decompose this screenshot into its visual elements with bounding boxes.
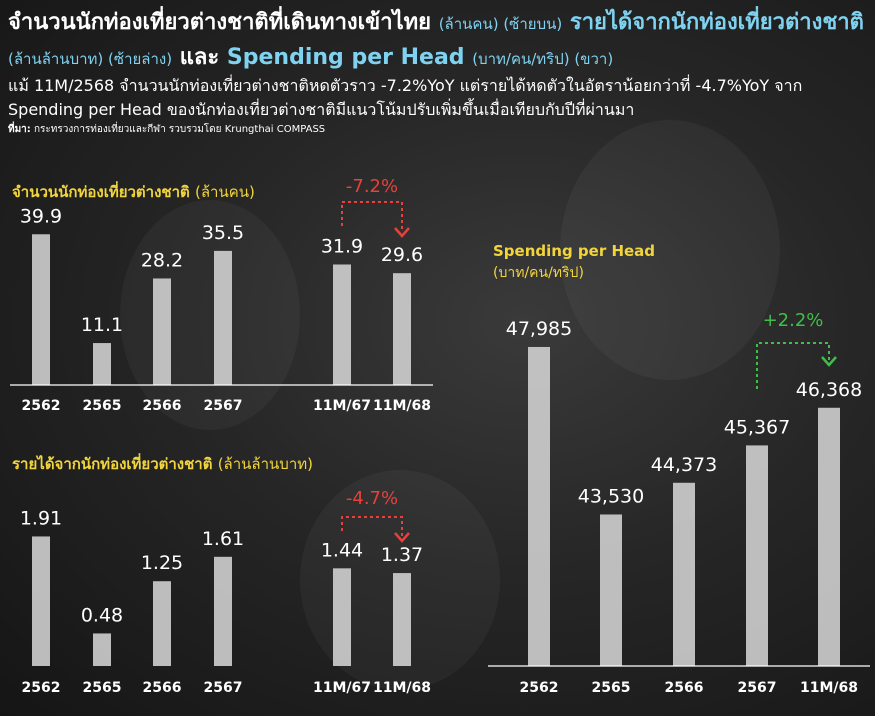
change-connector <box>756 342 830 389</box>
chart-title-unit: (บาท/คน/ทริป) <box>493 265 584 281</box>
tick-label: 2565 <box>592 680 631 696</box>
change-label: -4.7% <box>346 488 398 509</box>
data-label: 39.9 <box>20 205 62 227</box>
title-unit-spending: (บาท/คน/ทริป) (ขวา) <box>472 50 614 68</box>
change-label: -7.2% <box>346 176 398 197</box>
tick-label: 11M/68 <box>800 680 858 696</box>
data-label: 28.2 <box>141 249 183 271</box>
data-label: 44,373 <box>651 454 717 476</box>
chart-title-text: จำนวนนักท่องเที่ยวต่างชาติ <box>12 183 190 201</box>
tick-label: 11M/68 <box>373 680 431 696</box>
source-text: กระทรวงการท่องเที่ยวและกีฬา รวบรวมโดย Kr… <box>34 124 326 135</box>
change-label: +2.2% <box>763 310 824 331</box>
tick-label: 11M/67 <box>313 680 371 696</box>
change-connector <box>341 516 403 537</box>
bar <box>214 556 232 666</box>
title-unit-revenue: (ล้านล้านบาท) (ซ้ายล่าง) <box>8 50 173 68</box>
bar <box>818 407 840 666</box>
bar <box>153 278 171 385</box>
background-figure <box>120 200 300 430</box>
data-label: 1.61 <box>202 528 244 550</box>
tick-label: 2562 <box>22 680 61 696</box>
chart-title-arrivals: จำนวนนักท่องเที่ยวต่างชาติ (ล้านคน) <box>12 180 255 204</box>
data-label: 11.1 <box>81 314 123 336</box>
bar <box>393 273 411 385</box>
background-figure <box>560 120 780 380</box>
tick-label: 2567 <box>204 680 243 696</box>
title-part-spending: Spending per Head <box>226 45 465 70</box>
bar <box>93 343 111 385</box>
tick-label: 2562 <box>520 680 559 696</box>
arrow-down-icon <box>394 227 410 238</box>
title-part-arrivals: จำนวนนักท่องเที่ยวต่างชาติที่เดินทางเข้า… <box>8 10 432 35</box>
title-and: และ <box>179 45 220 70</box>
data-label: 1.37 <box>381 544 423 566</box>
tick-label: 2566 <box>665 680 704 696</box>
chart-title-text: รายได้จากนักท่องเที่ยวต่างชาติ <box>12 455 213 473</box>
data-label: 31.9 <box>321 235 363 257</box>
title-part-revenue: รายได้จากนักท่องเที่ยวต่างชาติ <box>569 10 864 35</box>
change-connector <box>341 201 403 232</box>
chart-title-text: Spending per Head <box>493 242 656 260</box>
tick-label: 2567 <box>738 680 777 696</box>
bar <box>600 514 622 666</box>
data-label: 43,530 <box>578 485 644 507</box>
chart-title-unit: (ล้านล้านบาท) <box>217 455 313 473</box>
tick-label: 2566 <box>143 398 182 414</box>
data-label: 35.5 <box>202 222 244 244</box>
tick-label: 2565 <box>83 398 122 414</box>
page-subtitle: แม้ 11M/2568 จำนวนนักท่องเที่ยวต่างชาติห… <box>8 76 803 119</box>
tick-label: 11M/68 <box>373 398 431 414</box>
bar <box>32 234 50 385</box>
bar <box>528 346 550 666</box>
data-label: 47,985 <box>506 318 572 340</box>
bar <box>746 445 768 666</box>
source-note: ที่มา: กระทรวงการท่องเที่ยวและกีฬา รวบรว… <box>8 122 325 137</box>
bar <box>393 573 411 666</box>
bar <box>333 568 351 666</box>
data-label: 1.91 <box>20 507 62 529</box>
bar <box>214 250 232 385</box>
tick-label: 2562 <box>22 398 61 414</box>
data-label: 1.44 <box>321 539 363 561</box>
tick-label: 11M/67 <box>313 398 371 414</box>
source-label: ที่มา: <box>8 124 31 135</box>
data-label: 0.48 <box>81 604 123 626</box>
bar <box>153 581 171 666</box>
page-title: จำนวนนักท่องเที่ยวต่างชาติที่เดินทางเข้า… <box>8 6 870 76</box>
data-label: 29.6 <box>381 244 423 266</box>
chart-title-revenue: รายได้จากนักท่องเที่ยวต่างชาติ (ล้านล้าน… <box>12 452 313 476</box>
bar <box>673 482 695 666</box>
bar <box>32 536 50 666</box>
tick-label: 2567 <box>204 398 243 414</box>
data-label: 1.25 <box>141 552 183 574</box>
title-unit-arrivals: (ล้านคน) (ซ้ายบน) <box>438 15 563 33</box>
arrow-down-icon <box>821 356 837 367</box>
chart-title-unit: (ล้านคน) <box>195 183 255 201</box>
chart-title-spending: Spending per Head (บาท/คน/ทริป) <box>493 241 655 284</box>
bar <box>333 264 351 385</box>
tick-label: 2566 <box>143 680 182 696</box>
tick-label: 2565 <box>83 680 122 696</box>
data-label: 45,367 <box>724 416 790 438</box>
arrow-down-icon <box>394 532 410 543</box>
data-label: 46,368 <box>796 379 862 401</box>
bar <box>93 633 111 666</box>
